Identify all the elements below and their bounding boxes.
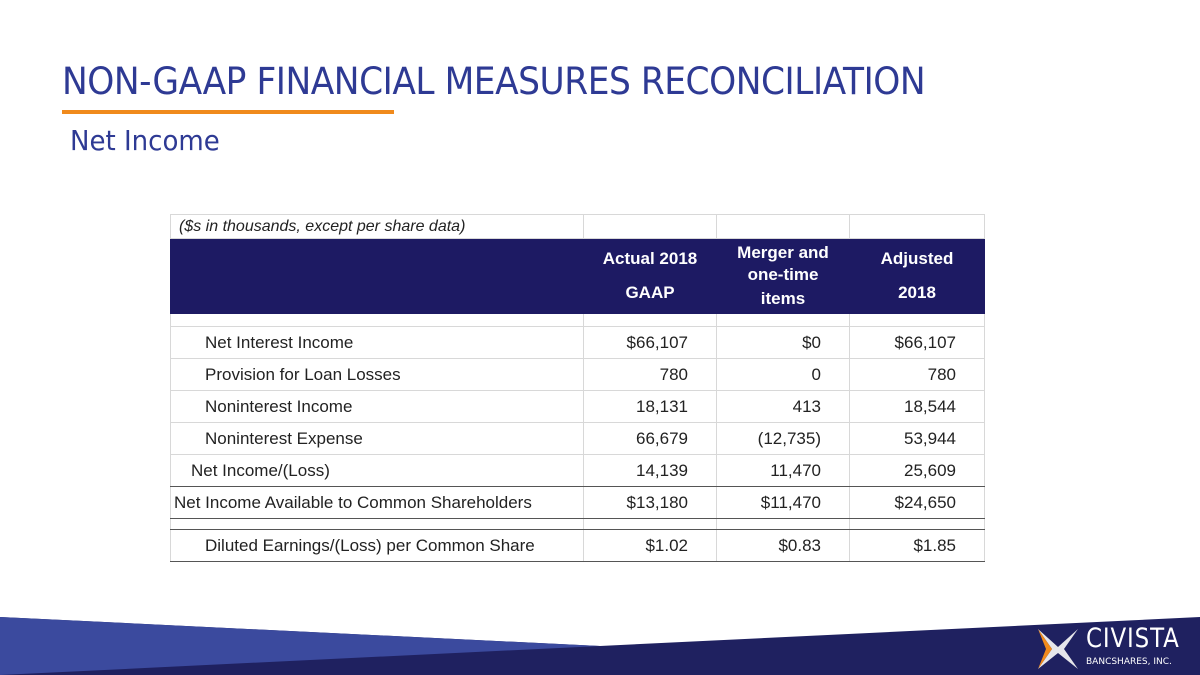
table-row: Noninterest Income 18,131 413 18,544 [170, 390, 985, 423]
title-underline [62, 110, 394, 114]
table-header-row: Actual 2018 GAAP Merger and one-time items… [170, 238, 985, 314]
table-row-available: Net Income Available to Common Sharehold… [170, 486, 985, 519]
table-row: Net Interest Income $66,107 $0 $66,107 [170, 326, 985, 359]
table-row: Provision for Loan Losses 780 0 780 [170, 358, 985, 391]
logo-name: CIVISTA [1086, 623, 1180, 654]
page-subtitle: Net Income [70, 124, 220, 157]
table-note: ($s in thousands, except per share data) [170, 214, 584, 239]
table-row-eps: Diluted Earnings/(Loss) per Common Share… [170, 529, 985, 562]
civista-logo-icon [1038, 629, 1078, 669]
table-note-row: ($s in thousands, except per share data) [170, 214, 985, 239]
table-row: Noninterest Expense 66,679 (12,735) 53,944 [170, 422, 985, 455]
footer-band [0, 600, 1200, 675]
page-title: NON-GAAP FINANCIAL MEASURES RECONCILIATI… [62, 60, 926, 103]
logo-subtitle: BANCSHARES, INC. [1086, 657, 1172, 667]
header-actual: Actual 2018 GAAP [583, 238, 717, 314]
header-adjusted: Adjusted 2018 [849, 238, 985, 314]
reconciliation-table: ($s in thousands, except per share data)… [170, 214, 985, 562]
logo-wordmark: CIVISTA BANCSHARES, INC. [1086, 624, 1196, 668]
header-merger: Merger and one-time items [716, 238, 850, 314]
table-row-net-income: Net Income/(Loss) 14,139 11,470 25,609 [170, 454, 985, 487]
